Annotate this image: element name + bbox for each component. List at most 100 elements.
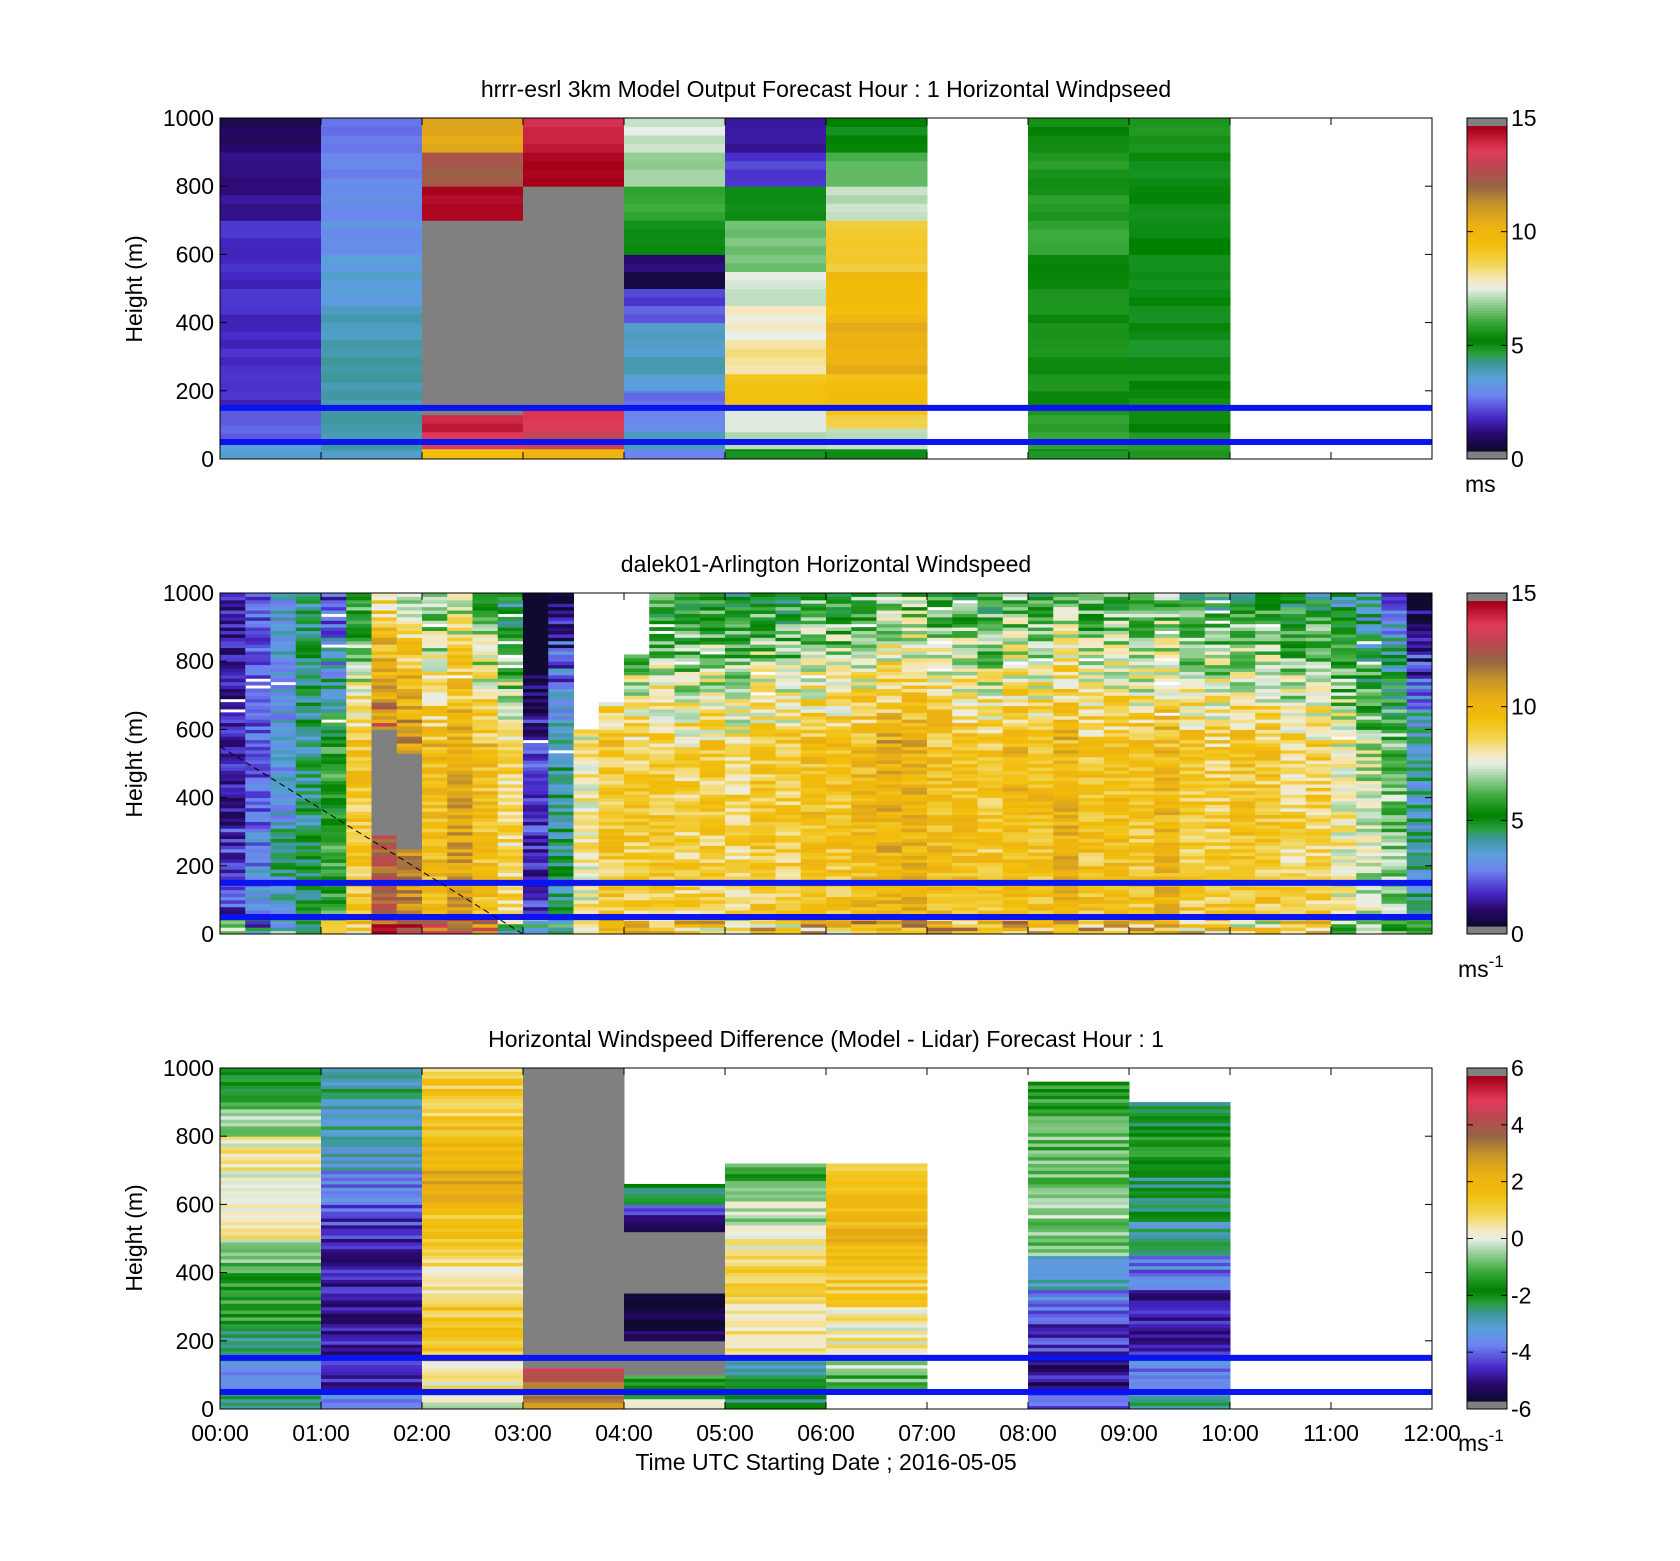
heatmap-cell xyxy=(649,620,675,625)
heatmap-cell xyxy=(826,845,852,850)
heatmap-cell xyxy=(1028,739,1054,744)
heatmap-cell xyxy=(1002,678,1029,683)
heatmap-cell xyxy=(624,801,650,805)
heatmap-cell xyxy=(775,828,802,833)
heatmap-cell xyxy=(270,729,297,734)
heatmap-cell xyxy=(624,712,650,717)
heatmap-cell xyxy=(346,753,372,758)
heatmap-cell xyxy=(1356,650,1382,655)
colorbar-swatch xyxy=(1467,128,1507,133)
heatmap-cell xyxy=(548,715,574,720)
heatmap-cell xyxy=(270,725,297,730)
heatmap-cell xyxy=(725,126,827,136)
heatmap-cell xyxy=(624,804,650,809)
heatmap-cell xyxy=(927,906,953,911)
heatmap-cell xyxy=(1381,906,1408,911)
heatmap-cell xyxy=(1028,322,1130,332)
heatmap-cell xyxy=(952,640,978,645)
heatmap-cell xyxy=(1255,841,1281,846)
heatmap-cell xyxy=(523,650,549,655)
heatmap-cell xyxy=(952,858,978,863)
heatmap-cell xyxy=(1002,821,1029,826)
missing-cell xyxy=(396,831,423,836)
heatmap-cell xyxy=(1356,763,1382,768)
heatmap-cell xyxy=(1204,821,1231,826)
heatmap-cell xyxy=(1028,862,1054,867)
heatmap-cell xyxy=(1305,722,1332,727)
heatmap-cell xyxy=(1154,920,1180,925)
heatmap-cell xyxy=(548,841,574,846)
heatmap-cell xyxy=(725,186,827,196)
heatmap-cell xyxy=(1305,821,1332,826)
heatmap-cell xyxy=(800,681,827,686)
heatmap-cell xyxy=(1053,893,1079,897)
heatmap-cell xyxy=(624,797,650,802)
heatmap-cell xyxy=(725,807,751,812)
heatmap-cell xyxy=(1356,807,1382,812)
heatmap-cell xyxy=(1103,828,1130,833)
heatmap-cell xyxy=(1078,610,1105,614)
heatmap-cell xyxy=(1356,681,1382,686)
heatmap-cell xyxy=(649,712,675,717)
heatmap-cell xyxy=(1305,920,1332,925)
heatmap-cell xyxy=(598,722,625,727)
heatmap-cell xyxy=(1280,657,1307,662)
heatmap-cell xyxy=(1154,766,1180,771)
heatmap-cell xyxy=(1204,674,1231,679)
heatmap-cell xyxy=(1103,756,1130,761)
heatmap-cell xyxy=(927,783,953,788)
heatmap-cell xyxy=(750,712,776,717)
heatmap-cell xyxy=(295,889,322,894)
heatmap-cell xyxy=(1331,811,1357,816)
heatmap-cell xyxy=(1154,746,1180,751)
heatmap-cell xyxy=(1028,603,1054,608)
heatmap-cell xyxy=(927,736,953,741)
heatmap-cell xyxy=(220,920,246,925)
heatmap-cell xyxy=(270,593,297,597)
heatmap-cell xyxy=(876,640,903,645)
heatmap-cell xyxy=(800,623,827,628)
heatmap-cell xyxy=(1154,627,1180,632)
heatmap-cell xyxy=(1356,746,1382,751)
heatmap-cell xyxy=(245,661,271,666)
heatmap-cell xyxy=(876,725,903,730)
heatmap-cell xyxy=(270,749,297,754)
heatmap-cell xyxy=(598,766,625,771)
heatmap-cell xyxy=(1053,780,1079,785)
heatmap-cell xyxy=(295,814,322,819)
heatmap-cell xyxy=(220,630,246,635)
heatmap-cell xyxy=(573,756,600,761)
heatmap-cell xyxy=(901,838,928,843)
heatmap-cell xyxy=(573,821,600,826)
heatmap-cell xyxy=(649,770,675,775)
heatmap-cell xyxy=(371,835,398,840)
heatmap-cell xyxy=(952,685,978,689)
heatmap-cell xyxy=(649,657,675,662)
heatmap-cell xyxy=(548,862,574,867)
heatmap-cell xyxy=(725,390,827,400)
heatmap-cell xyxy=(220,620,246,625)
heatmap-cell xyxy=(1356,903,1382,908)
heatmap-cell xyxy=(725,712,751,717)
heatmap-cell xyxy=(1028,835,1054,840)
heatmap-cell xyxy=(1103,712,1130,717)
heatmap-cell xyxy=(245,664,271,669)
heatmap-cell xyxy=(800,668,827,672)
heatmap-cell xyxy=(826,794,852,799)
heatmap-cell xyxy=(1129,423,1231,433)
heatmap-cell xyxy=(295,743,322,747)
heatmap-cell xyxy=(876,715,903,720)
heatmap-cell xyxy=(573,855,600,860)
heatmap-cell xyxy=(1179,869,1206,874)
heatmap-cell xyxy=(295,923,322,928)
heatmap-cell xyxy=(649,910,675,915)
colorbar-swatch xyxy=(1467,272,1507,276)
heatmap-cell xyxy=(1103,644,1130,649)
heatmap-cell xyxy=(750,804,776,809)
heatmap-cell xyxy=(1028,450,1130,460)
heatmap-cell xyxy=(371,630,398,635)
heatmap-cell xyxy=(1028,685,1054,689)
heatmap-cell xyxy=(1154,725,1180,730)
heatmap-cell xyxy=(826,753,852,758)
heatmap-cell xyxy=(1305,848,1332,853)
